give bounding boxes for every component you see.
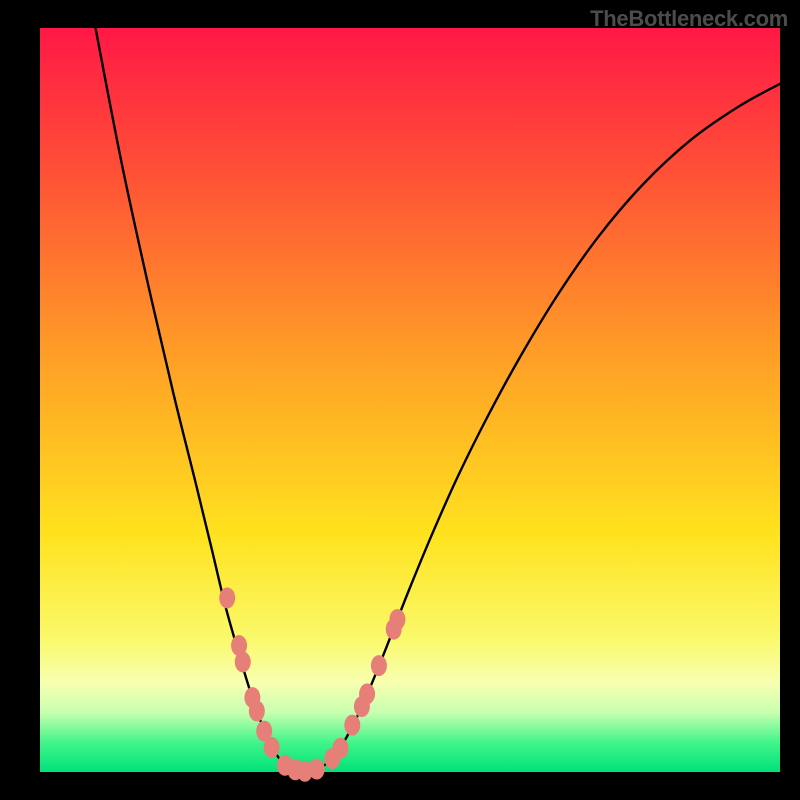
- chart-gradient-background: [40, 28, 780, 772]
- data-marker: [389, 609, 405, 630]
- watermark-text: TheBottleneck.com: [590, 6, 788, 31]
- data-marker: [332, 738, 348, 759]
- data-marker: [359, 683, 375, 704]
- data-marker: [344, 715, 360, 736]
- data-marker: [309, 759, 325, 780]
- watermark: TheBottleneck.com: [590, 6, 788, 32]
- data-marker: [249, 700, 265, 721]
- data-marker: [235, 651, 251, 672]
- chart-svg: [0, 0, 800, 800]
- bottleneck-chart: [0, 0, 800, 800]
- data-marker: [264, 737, 280, 758]
- data-marker: [371, 655, 387, 676]
- data-marker: [219, 587, 235, 608]
